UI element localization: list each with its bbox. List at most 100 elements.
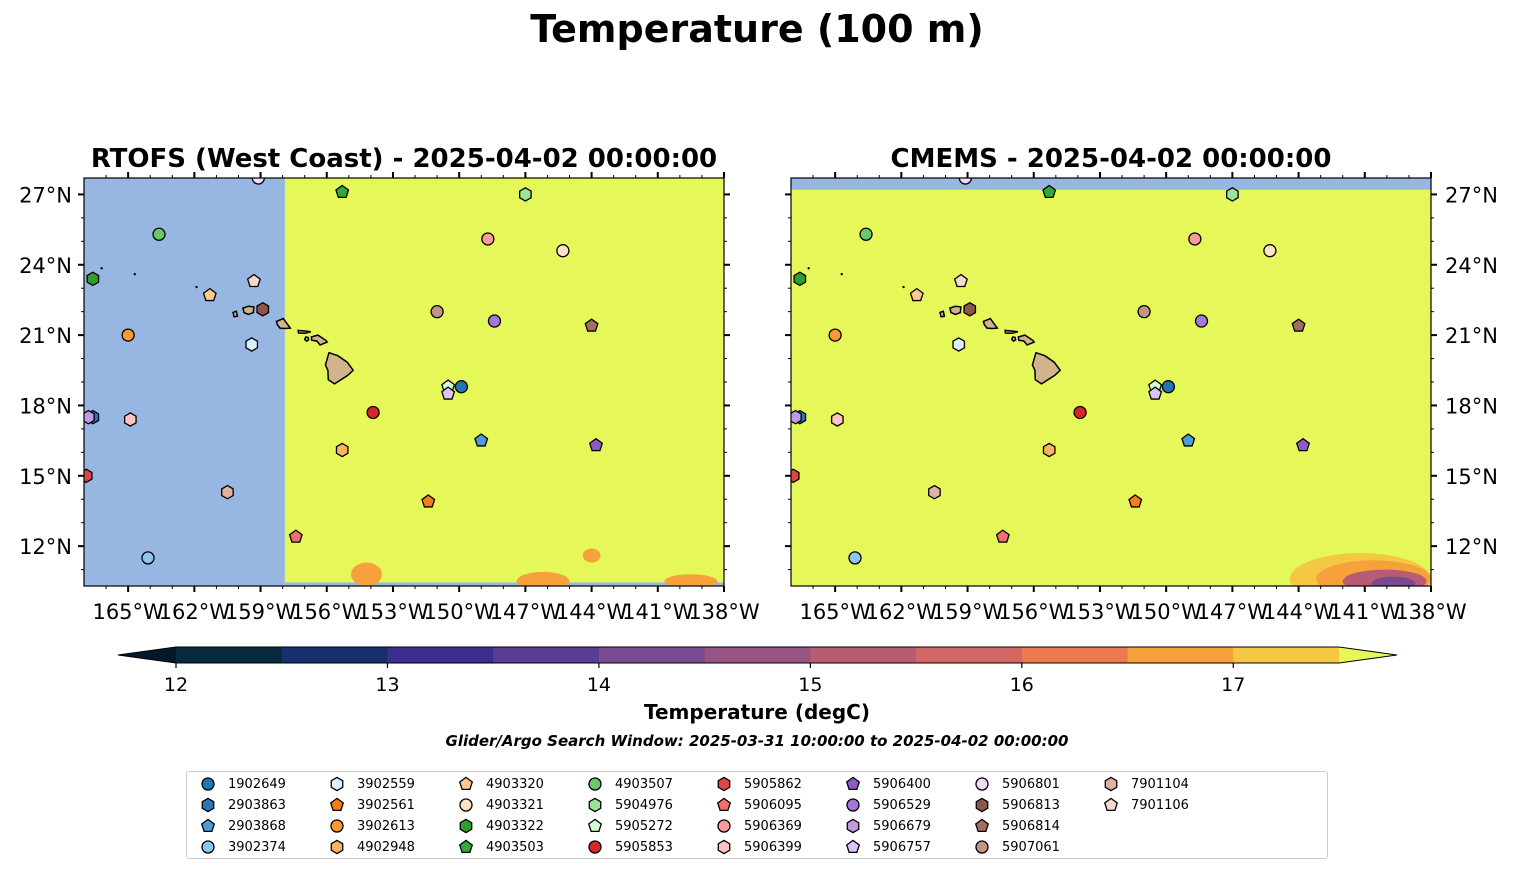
pentagon-marker-icon bbox=[716, 797, 732, 811]
hexagon-marker-icon bbox=[975, 797, 989, 813]
legend-marker bbox=[330, 839, 344, 855]
axis-ticks-rtofs: 165°W162°W159°W156°W153°W150°W147°W144°W… bbox=[19, 172, 760, 624]
no-data-region bbox=[791, 178, 1431, 190]
island bbox=[1004, 329, 1019, 334]
float-marker-5906529 bbox=[1194, 314, 1209, 328]
legend-item: 4903321 bbox=[456, 797, 544, 813]
hexagon-marker-icon bbox=[717, 839, 731, 855]
float-marker-5906369 bbox=[481, 232, 495, 246]
colorbar-segment bbox=[387, 647, 494, 663]
float-marker-3902613 bbox=[828, 328, 842, 342]
legend-item: 5906529 bbox=[843, 797, 931, 813]
pentagon-marker-icon bbox=[458, 839, 474, 853]
legend-item: 5906814 bbox=[972, 818, 1060, 834]
legend-marker bbox=[588, 797, 602, 813]
float-marker-4903320 bbox=[202, 287, 217, 302]
island bbox=[1031, 351, 1062, 385]
legend-label: 2903863 bbox=[228, 797, 286, 813]
y-tick-label: 21°N bbox=[1445, 324, 1498, 348]
hexagon-marker-icon bbox=[330, 776, 344, 792]
x-tick-label: 156°W bbox=[998, 600, 1070, 624]
hexagon-marker-icon bbox=[459, 818, 473, 834]
coastlines-cmems bbox=[807, 267, 1062, 385]
x-tick-label: 150°W bbox=[1130, 600, 1202, 624]
cool-water-patch bbox=[351, 562, 382, 586]
pentagon-marker-icon bbox=[974, 818, 990, 832]
float-markers-cmems bbox=[791, 178, 1311, 565]
float-marker-5906399 bbox=[830, 412, 844, 427]
float-marker-5906814 bbox=[1291, 318, 1306, 332]
legend-label: 4903507 bbox=[615, 776, 673, 792]
hexagon-marker-icon bbox=[201, 797, 215, 813]
legend-item: 3902561 bbox=[327, 797, 415, 813]
colorbar-segment bbox=[281, 647, 388, 663]
legend-item: 5906095 bbox=[714, 797, 802, 813]
legend-label: 2903868 bbox=[228, 818, 286, 834]
map-panel-cmems: CMEMS - 2025-04-02 00:00:00 165°W162°W15… bbox=[785, 144, 1498, 624]
legend-marker bbox=[201, 777, 215, 791]
legend-label: 5905272 bbox=[615, 818, 673, 834]
colorbar-segment bbox=[1021, 647, 1129, 663]
x-tick-label: 159°W bbox=[932, 600, 1004, 624]
float-marker-3902559 bbox=[245, 337, 259, 352]
float-marker-4903507 bbox=[859, 227, 873, 241]
temperature-field-rtofs bbox=[84, 178, 724, 586]
axis-ticks-cmems: 165°W162°W159°W156°W153°W150°W147°W144°W… bbox=[785, 172, 1498, 624]
float-marker-5906757 bbox=[1148, 386, 1163, 400]
float-marker-4903320 bbox=[909, 287, 924, 302]
legend-item: 4903503 bbox=[456, 839, 544, 855]
legend-marker bbox=[975, 797, 989, 813]
colorbar-label: Temperature (degC) bbox=[644, 700, 870, 724]
float-marker-3902559 bbox=[952, 337, 966, 352]
colorbar-segment bbox=[1233, 647, 1340, 663]
legend-item: 3902613 bbox=[327, 818, 415, 834]
float-marker-4904976 bbox=[1226, 187, 1239, 202]
colorbar-tick-label: 15 bbox=[798, 674, 822, 696]
pentagon-marker-icon bbox=[845, 776, 861, 790]
float-markers-rtofs bbox=[84, 178, 604, 565]
x-tick-label: 147°W bbox=[1197, 600, 1269, 624]
legend-label: 5906757 bbox=[873, 839, 931, 855]
legend-label: 5906813 bbox=[1002, 797, 1060, 813]
float-marker-4902948 bbox=[1042, 442, 1056, 458]
x-tick-label: 144°W bbox=[556, 600, 628, 624]
legend-item: 5905272 bbox=[585, 818, 673, 834]
legend-marker bbox=[201, 797, 215, 813]
float-marker-5905862 bbox=[84, 468, 93, 484]
pentagon-marker-icon bbox=[1103, 797, 1119, 811]
legend-marker bbox=[200, 818, 216, 832]
legend-item: 5906679 bbox=[843, 818, 931, 834]
legend-item: 1902649 bbox=[198, 776, 286, 792]
colorbar-tick-label: 12 bbox=[164, 674, 188, 696]
x-tick-label: 144°W bbox=[1263, 600, 1335, 624]
colorbar-under-arrow bbox=[118, 647, 176, 663]
legend-marker bbox=[717, 776, 731, 792]
island bbox=[232, 310, 239, 318]
float-marker-4903321 bbox=[556, 244, 570, 258]
legend-marker bbox=[1104, 776, 1118, 792]
float-marker-7901104 bbox=[221, 484, 234, 500]
legend-marker bbox=[330, 819, 344, 833]
hexagon-marker-icon bbox=[846, 818, 860, 834]
colorbar-segment bbox=[493, 647, 600, 663]
float-marker-1902649 bbox=[454, 380, 469, 394]
legend-label: 3902374 bbox=[228, 839, 286, 855]
float-marker-5906679 bbox=[84, 409, 95, 425]
x-tick-label: 150°W bbox=[423, 600, 495, 624]
legend-item: 5906400 bbox=[843, 776, 931, 792]
legend-item: 7901104 bbox=[1101, 776, 1189, 792]
coastlines-rtofs bbox=[100, 267, 355, 385]
no-data-region bbox=[84, 178, 285, 586]
figure-title: Temperature (100 m) bbox=[530, 7, 983, 51]
x-tick-label: 147°W bbox=[490, 600, 562, 624]
float-marker-5906529 bbox=[487, 314, 502, 328]
y-tick-label: 15°N bbox=[1445, 465, 1498, 489]
legend-label: 4903503 bbox=[486, 839, 544, 855]
y-tick-label: 27°N bbox=[19, 183, 72, 207]
y-tick-label: 15°N bbox=[19, 465, 72, 489]
legend-item: 5906801 bbox=[972, 776, 1060, 792]
legend-label: 1902649 bbox=[228, 776, 286, 792]
legend-item: 5906813 bbox=[972, 797, 1060, 813]
legend-marker bbox=[717, 839, 731, 855]
y-tick-label: 21°N bbox=[19, 324, 72, 348]
